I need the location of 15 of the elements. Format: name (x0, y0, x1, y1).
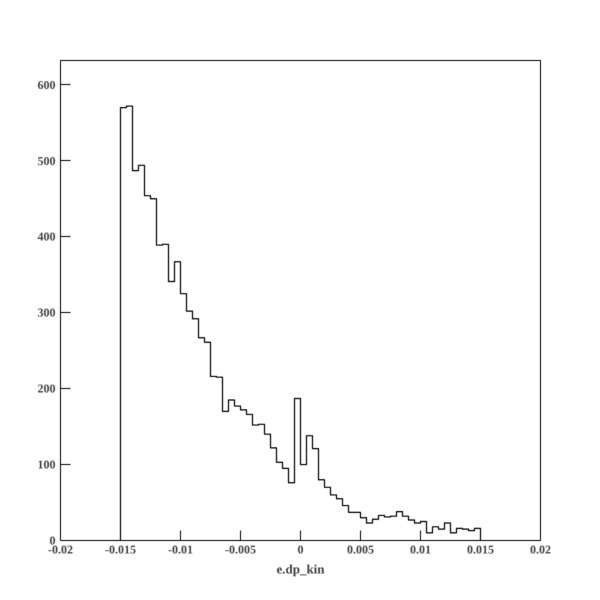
y-tick-label: 400 (38, 230, 56, 244)
x-tick-label: 0.02 (530, 542, 551, 556)
x-tick-label: 0.01 (410, 542, 431, 556)
x-tick-label: -0.015 (105, 542, 136, 556)
y-tick-label: 500 (38, 154, 56, 168)
y-tick-label: 600 (38, 78, 56, 92)
x-tick-label: -0.005 (225, 542, 256, 556)
x-tick-label: 0 (298, 542, 304, 556)
x-tick-label: 0.015 (467, 542, 494, 556)
x-tick-label: -0.01 (168, 542, 193, 556)
y-tick-label: 200 (38, 382, 56, 396)
y-tick-label: 300 (38, 306, 56, 320)
x-axis-title: e.dp_kin (276, 562, 326, 576)
y-tick-label: 100 (38, 458, 56, 472)
x-tick-label: 0.005 (347, 542, 374, 556)
